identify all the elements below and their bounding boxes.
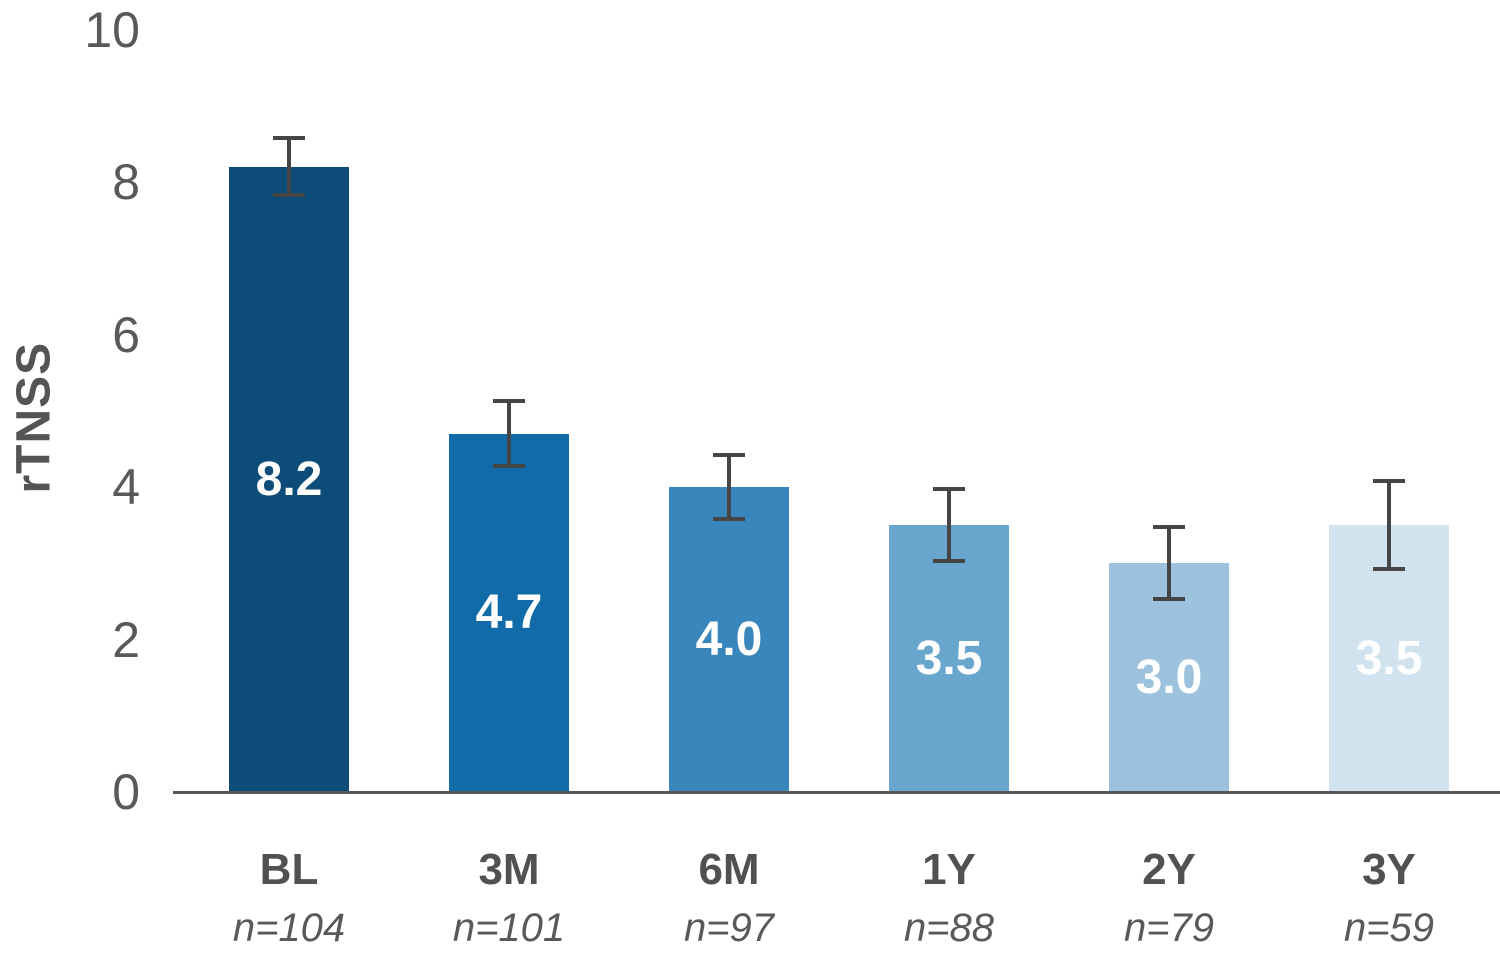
bar-value-label-BL: 8.2 — [255, 452, 323, 506]
x-axis-line — [173, 791, 1500, 794]
x-label-BL: BL — [259, 845, 319, 894]
bar-value-label-6M: 4.0 — [695, 613, 763, 666]
bar-value-label-3M: 4.7 — [475, 586, 543, 640]
y-tick-0: 0 — [112, 764, 140, 820]
y-tick-6: 6 — [112, 306, 140, 363]
error-bar-cap-top-6M — [713, 452, 745, 457]
bar-value-label-1Y: 3.5 — [915, 632, 983, 686]
bar-1Y: 3.5 — [889, 525, 1009, 792]
x-label-3Y: 3Y — [1362, 845, 1416, 894]
error-bar-cap-top-2Y — [1153, 525, 1185, 530]
error-bar-line-BL — [287, 136, 291, 198]
y-tick-4: 4 — [112, 459, 140, 515]
x-sublabel-1Y: n=88 — [903, 906, 995, 950]
error-bar-line-2Y — [1167, 525, 1171, 602]
error-bar-cap-bottom-BL — [273, 193, 305, 198]
bar-3M: 4.7 — [449, 433, 569, 792]
bar-6M: 4.0 — [669, 487, 789, 792]
error-bar-cap-bottom-3M — [493, 463, 525, 468]
error-bar-cap-top-1Y — [933, 487, 965, 491]
bar-BL: 8.2 — [229, 166, 349, 792]
error-bar-line-6M — [727, 452, 731, 522]
error-bar-cap-top-BL — [273, 136, 305, 141]
y-tick-2: 2 — [112, 611, 140, 668]
error-bar-cap-bottom-2Y — [1153, 597, 1185, 602]
y-tick-10: 10 — [84, 1, 140, 58]
error-bar-line-3Y — [1387, 479, 1391, 571]
x-label-6M: 6M — [698, 845, 760, 894]
x-sublabel-6M: n=97 — [683, 906, 775, 950]
x-label-1Y: 1Y — [922, 845, 976, 894]
error-bar-line-3M — [507, 399, 511, 468]
x-sublabel-3M: n=101 — [452, 906, 566, 950]
bar-value-label-3Y: 3.5 — [1355, 632, 1423, 686]
x-sublabel-BL: n=104 — [232, 906, 346, 950]
bar-2Y: 3.0 — [1109, 563, 1229, 792]
error-bar-cap-top-3Y — [1373, 479, 1405, 484]
x-sublabel-2Y: n=79 — [1123, 906, 1215, 950]
x-label-3M: 3M — [478, 845, 540, 894]
error-bar-line-1Y — [947, 487, 951, 564]
error-bar-cap-bottom-1Y — [933, 559, 965, 564]
error-bar-cap-top-3M — [493, 399, 525, 404]
x-label-2Y: 2Y — [1142, 845, 1196, 894]
x-sublabel-3Y: n=59 — [1343, 906, 1435, 950]
y-tick-8: 8 — [112, 154, 140, 210]
bar-value-label-2Y: 3.0 — [1135, 651, 1203, 705]
error-bar-cap-bottom-3Y — [1373, 566, 1405, 571]
error-bar-cap-bottom-6M — [713, 517, 745, 522]
